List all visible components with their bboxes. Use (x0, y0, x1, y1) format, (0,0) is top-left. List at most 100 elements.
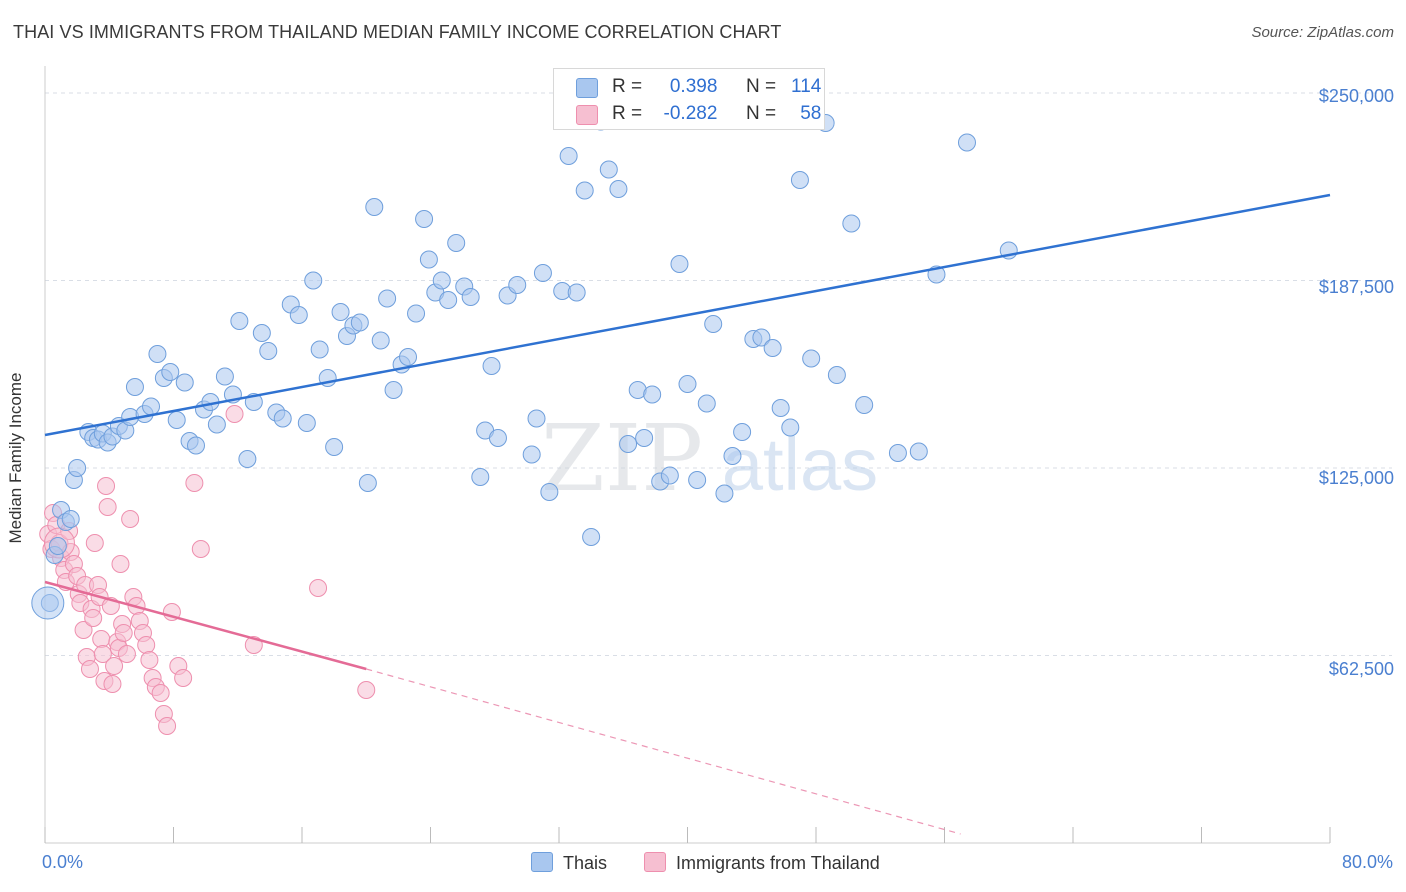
watermark: ZIP atlas (541, 405, 878, 512)
point-thais (609, 180, 628, 198)
point-thais (331, 303, 350, 321)
point-thais (559, 147, 578, 165)
bottom-legend-label: Immigrants from Thailand (676, 853, 880, 873)
point-thais (207, 415, 226, 434)
point-thais (48, 537, 67, 555)
point-thais (790, 171, 809, 189)
point-thais (482, 357, 501, 375)
point-thais (419, 250, 438, 269)
legend-n-value: 58 (800, 103, 822, 124)
trend-line-thais (44, 193, 1331, 437)
point-thais (350, 313, 369, 332)
point-thais (567, 283, 586, 302)
source-label: Source: ZipAtlas.com (1251, 24, 1394, 41)
point-thais (325, 438, 344, 456)
point-thais (619, 435, 638, 453)
point-thais (175, 373, 194, 392)
point-immigrants (85, 534, 104, 552)
point-thais-large (31, 586, 65, 620)
point-thais (678, 375, 697, 393)
point-thais (827, 366, 846, 384)
point-immigrants (114, 624, 133, 642)
point-thais (704, 315, 723, 333)
stats-legend: R = 0.398 N = 114 R = -0.282 N = 58 (553, 68, 825, 130)
point-thais (461, 288, 480, 306)
point-thais (842, 214, 861, 233)
point-immigrants (93, 645, 112, 663)
x-tick-label-left: 0.0% (42, 852, 84, 872)
point-thais (167, 411, 186, 429)
point-thais (802, 349, 821, 368)
point-thais (888, 444, 907, 462)
point-thais (771, 399, 790, 417)
point-immigrants (111, 555, 130, 573)
series-thais-points (31, 112, 1018, 620)
point-immigrants (121, 510, 140, 528)
point-thais (781, 418, 800, 437)
point-thais (186, 436, 205, 455)
y-axis-label: Median Family Income (6, 372, 25, 544)
point-thais (310, 340, 329, 359)
bottom-legend-label: Thais (563, 853, 608, 873)
point-thais (273, 409, 292, 428)
point-thais (533, 264, 552, 282)
point-immigrants (74, 621, 93, 639)
point-thais (540, 483, 559, 501)
watermark-zip: ZIP (541, 405, 703, 512)
point-thais (304, 271, 323, 290)
legend-n-label: N = (745, 103, 777, 124)
point-thais (715, 484, 734, 503)
point-thais (855, 396, 874, 414)
point-immigrants (357, 681, 376, 699)
point-immigrants (117, 645, 136, 663)
point-thais (670, 255, 689, 273)
point-thais (508, 276, 527, 294)
point-thais (68, 459, 87, 477)
trend-line-immigrants-extension (366, 668, 961, 835)
point-immigrants (137, 636, 156, 654)
point-thais (522, 445, 541, 464)
legend-r-label: R = (612, 103, 643, 124)
point-thais (371, 331, 390, 350)
point-thais (432, 271, 451, 290)
point-thais (259, 342, 278, 360)
y-tick-label: $62,500 (1328, 659, 1394, 679)
point-thais (582, 528, 601, 546)
point-thais (289, 306, 308, 324)
point-thais (384, 381, 403, 399)
point-immigrants (185, 474, 204, 492)
point-thais (407, 304, 426, 323)
y-tick-label: $125,000 (1318, 468, 1394, 488)
point-thais (723, 447, 742, 465)
point-thais (399, 348, 418, 366)
point-thais (643, 385, 662, 404)
point-immigrants (140, 651, 159, 669)
point-thais (230, 312, 249, 330)
point-thais (688, 471, 707, 489)
point-thais (215, 367, 234, 386)
point-thais (957, 133, 976, 152)
point-thais (161, 363, 180, 381)
point-immigrants (151, 684, 170, 702)
bottom-legend-swatch-pink (644, 852, 666, 872)
point-thais (148, 345, 167, 363)
series-immigrants-points (39, 405, 376, 735)
point-immigrants (92, 630, 111, 648)
legend-swatch-pink (576, 105, 598, 125)
y-tick-label: $250,000 (1318, 86, 1394, 106)
y-tick-label: $187,500 (1318, 277, 1394, 297)
point-thais (599, 160, 618, 179)
legend-swatch-blue (576, 78, 598, 98)
point-thais (238, 450, 257, 468)
point-immigrants (191, 540, 210, 558)
point-thais (365, 198, 384, 216)
legend-r-label: R = (612, 76, 643, 97)
point-thais (697, 394, 716, 413)
point-immigrants (174, 669, 193, 687)
point-immigrants (98, 498, 117, 516)
bottom-legend-immigrants: Immigrants from Thailand (644, 852, 880, 874)
point-thais (909, 442, 928, 461)
legend-n-value: 114 (791, 76, 822, 97)
point-thais (575, 181, 594, 200)
point-immigrants (97, 477, 116, 495)
